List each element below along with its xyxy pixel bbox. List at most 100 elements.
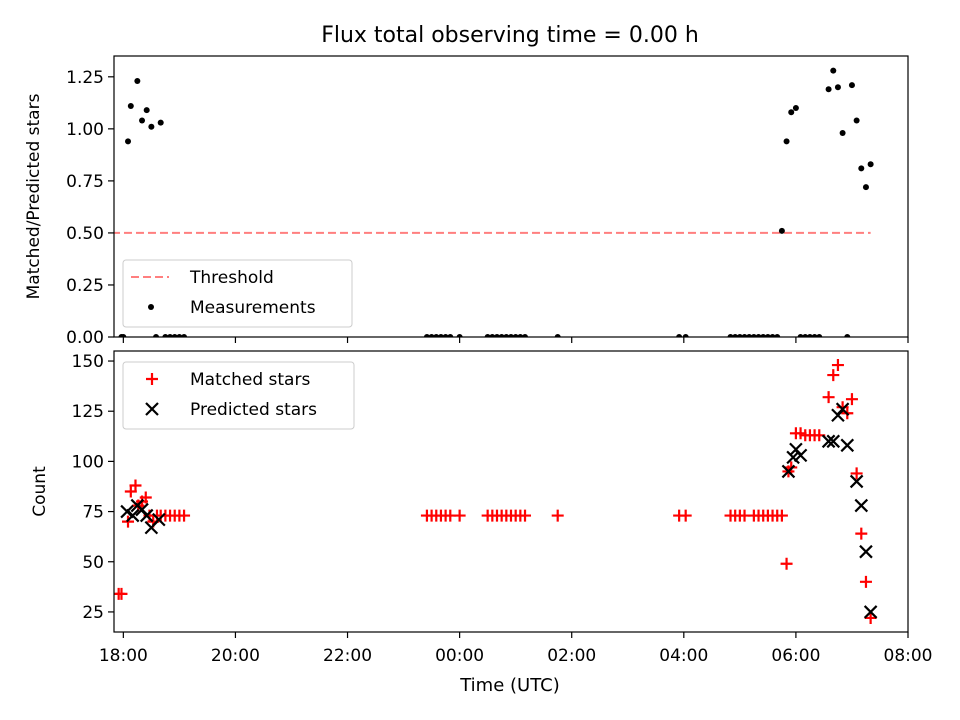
matched-stars-point (115, 587, 128, 600)
x-tick-label: 18:00 (99, 646, 148, 666)
measurement-point (769, 334, 776, 337)
y-tick-label: 0.25 (66, 276, 104, 296)
matched-stars-point (864, 611, 877, 624)
measurement-point (727, 334, 734, 337)
y-tick-label: 1.25 (66, 68, 104, 88)
y-tick-label: 0.75 (66, 172, 104, 192)
predicted-stars-point (835, 402, 850, 416)
y-tick-label: 0.50 (66, 224, 104, 244)
measurement-point (802, 334, 809, 337)
legend-measurements-swatch (148, 304, 154, 310)
measurement-point (508, 334, 514, 337)
predicted-stars-point (139, 508, 154, 523)
predicted-stars-point (120, 504, 134, 519)
matched-stars-point (124, 485, 137, 498)
plot-frame (113, 55, 909, 338)
measurement-point (806, 334, 813, 337)
predicted-stars-point (125, 508, 140, 523)
measurement-point (176, 334, 183, 337)
measurement-point (554, 334, 561, 337)
measurement-point (162, 334, 169, 337)
plot-data (114, 359, 878, 624)
measurement-point (750, 334, 757, 337)
x-tick-label: 06:00 (771, 646, 820, 666)
measurement-point (862, 184, 869, 191)
x-tick-label: 00:00 (435, 646, 484, 666)
measurement-point (423, 334, 430, 337)
x-tick-label: 04:00 (659, 646, 708, 666)
measurement-point (825, 86, 832, 93)
legend-box (122, 361, 355, 430)
predicted-stars-point (840, 438, 855, 453)
y-tick-label: 25 (82, 603, 104, 623)
measurement-point (792, 105, 799, 112)
y-tick-label: 150 (72, 352, 104, 372)
measurement-point (512, 334, 519, 337)
measurement-point (456, 334, 463, 337)
x-tick-label: 02:00 (547, 646, 596, 666)
y-tick-label: 125 (72, 402, 104, 422)
measurement-point (143, 107, 150, 114)
y-axis-label: Matched/Predicted stars (24, 93, 44, 299)
y-axis-label: Count (30, 466, 50, 517)
measurement-point (783, 138, 790, 145)
y-tick-label: 1.00 (66, 120, 104, 140)
measurement-point (134, 77, 141, 84)
measurement-point (484, 334, 491, 337)
measurement-point (489, 334, 496, 337)
matched-stars-point (679, 509, 692, 522)
predicted-stars-point (152, 512, 166, 527)
x-axis-label: Time (UTC) (459, 675, 560, 696)
measurement-point (839, 130, 846, 137)
measurement-point (764, 334, 771, 337)
measurement-point (428, 334, 435, 337)
measurement-point (848, 82, 855, 89)
measurement-point (732, 334, 739, 337)
measurement-point (811, 334, 818, 337)
legend-matched-swatch (146, 373, 158, 385)
measurement-point (120, 334, 127, 337)
matched-stars-point (827, 369, 840, 382)
measurement-point (858, 165, 865, 172)
measurement-point (498, 334, 505, 337)
matched-stars-point (845, 393, 858, 406)
x-tick-label: 08:00 (884, 646, 933, 666)
measurement-point (741, 334, 748, 337)
measurement-point (755, 334, 762, 337)
measurement-point (139, 117, 146, 124)
legend-label: Measurements (190, 298, 316, 318)
matched-stars-point (519, 509, 532, 522)
matched-stars-point (453, 509, 466, 522)
predicted-stars-point (854, 498, 869, 513)
measurement-point (167, 334, 174, 337)
measurement-point (682, 334, 689, 337)
matched-stars-point (850, 467, 863, 480)
measurement-point (148, 123, 155, 130)
matched-stars-point (859, 575, 872, 588)
measurement-point (736, 334, 743, 337)
matched-stars-point (822, 391, 835, 404)
top-panel: 0.00 0.25 0.50 0.75 1.00 1.25 Matched/Predicte… (24, 55, 909, 348)
measurement-point (522, 334, 529, 337)
measurement-point (844, 334, 851, 337)
y-tick-label: 50 (82, 553, 104, 573)
predicted-stars-point (821, 434, 836, 449)
matched-stars-point (831, 359, 844, 372)
y-tick-label: 75 (82, 503, 104, 523)
measurement-point (788, 109, 795, 116)
measurement-point (157, 119, 164, 126)
measurement-point (746, 334, 753, 337)
matched-stars-point (178, 509, 191, 522)
legend-box (122, 259, 353, 328)
chart-title: Flux total observing time = 0.00 h (321, 23, 699, 48)
measurement-point (816, 334, 823, 337)
bottom-panel: 25 50 75 100 125 150 Count 18:00 20:00 22:00 00:00… (30, 350, 933, 666)
y-tick-label: 0.00 (66, 328, 104, 348)
measurement-point (778, 227, 785, 234)
measurement-point (834, 84, 841, 91)
matched-stars-point (855, 527, 868, 540)
predicted-stars-point (849, 474, 864, 489)
measurement-point (125, 138, 132, 145)
